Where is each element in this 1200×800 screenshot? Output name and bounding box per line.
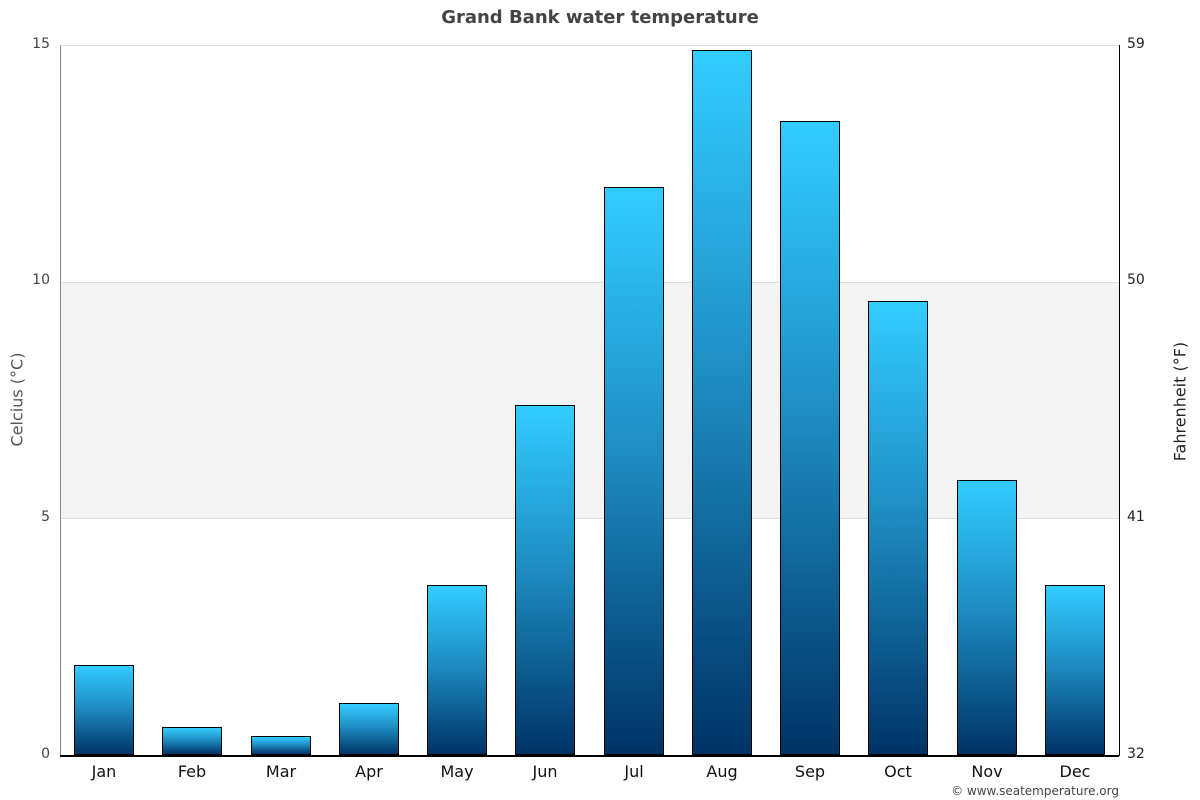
bar-may xyxy=(427,585,487,755)
x-axis-line xyxy=(60,755,1119,757)
bar-aug xyxy=(692,50,752,755)
bar-apr xyxy=(339,703,399,755)
bar-oct xyxy=(868,301,928,755)
x-tick-oct: Oct xyxy=(884,762,912,781)
x-tick-mar: Mar xyxy=(265,762,297,781)
left-axis-line xyxy=(60,45,61,756)
bar-feb xyxy=(162,727,222,755)
y-axis-label-celsius: Celcius (°C) xyxy=(7,352,27,447)
y-tick-left: 15 xyxy=(32,36,50,52)
gridline-10 xyxy=(60,282,1119,283)
bar-jan xyxy=(74,665,134,755)
source-credit: © www.seatemperature.org xyxy=(951,784,1119,798)
x-tick-jan: Jan xyxy=(91,762,117,781)
y-tick-left: 0 xyxy=(41,746,50,762)
x-tick-sep: Sep xyxy=(794,762,826,781)
bar-dec xyxy=(1045,585,1105,755)
plot-area xyxy=(60,45,1119,755)
bar-mar xyxy=(251,736,311,755)
x-tick-jun: Jun xyxy=(532,762,558,781)
x-tick-dec: Dec xyxy=(1059,762,1091,781)
y-tick-right: 41 xyxy=(1127,509,1145,525)
bar-nov xyxy=(957,480,1017,755)
x-tick-aug: Aug xyxy=(706,762,738,781)
x-tick-jul: Jul xyxy=(624,762,644,781)
gridline-15 xyxy=(60,45,1119,46)
bar-jul xyxy=(604,187,664,755)
highlight-band xyxy=(60,282,1119,518)
y-tick-left: 5 xyxy=(41,509,50,525)
y-tick-right: 50 xyxy=(1127,272,1145,288)
x-tick-feb: Feb xyxy=(177,762,207,781)
right-axis-line xyxy=(1119,45,1120,756)
gridline-5 xyxy=(60,518,1119,519)
y-axis-label-fahrenheit: Fahrenheit (°F) xyxy=(1170,341,1190,462)
x-tick-nov: Nov xyxy=(971,762,1003,781)
chart-title: Grand Bank water temperature xyxy=(441,7,759,28)
bar-sep xyxy=(780,121,840,755)
bar-jun xyxy=(515,405,575,755)
y-tick-left: 10 xyxy=(32,272,50,288)
y-tick-right: 32 xyxy=(1127,746,1145,762)
x-tick-may: May xyxy=(440,762,474,781)
x-tick-apr: Apr xyxy=(355,762,383,781)
y-tick-right: 59 xyxy=(1127,36,1145,52)
